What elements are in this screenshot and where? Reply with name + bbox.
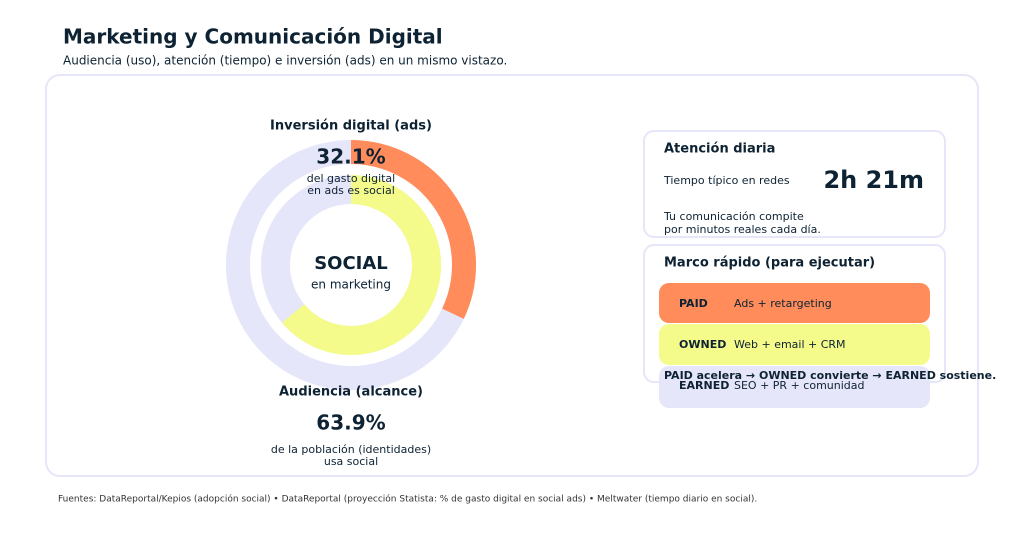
card-title: Marco rápido (para ejecutar) bbox=[664, 256, 875, 271]
pill-tag: PAID bbox=[679, 297, 708, 310]
pill bbox=[659, 366, 930, 408]
caption: en ads es social bbox=[307, 184, 395, 197]
pill bbox=[659, 283, 930, 323]
attention-label: Tiempo típico en redes bbox=[663, 174, 790, 187]
series-name: Inversión digital (ads) bbox=[270, 119, 432, 134]
attention-note: por minutos reales cada día. bbox=[664, 223, 821, 236]
ring-arc bbox=[282, 175, 441, 355]
donut bbox=[226, 140, 476, 390]
value-label: 32.1% bbox=[316, 145, 385, 169]
pill-tag: EARNED bbox=[679, 379, 729, 392]
center-label: SOCIAL bbox=[314, 253, 388, 274]
ring-arc bbox=[350, 140, 476, 319]
caption: de la población (identidades) bbox=[271, 443, 431, 456]
pill-text: SEO + PR + comunidad bbox=[734, 379, 865, 392]
pill bbox=[659, 324, 930, 365]
center-sublabel: en marketing bbox=[311, 278, 391, 292]
subtitle: Audiencia (uso), atención (tiempo) e inv… bbox=[63, 54, 507, 68]
pill-text: Web + email + CRM bbox=[734, 338, 846, 351]
pill-text: Ads + retargeting bbox=[734, 297, 832, 310]
card-title: Atención diaria bbox=[664, 142, 775, 157]
attention-value: 2h 21m bbox=[823, 166, 924, 194]
attention-card bbox=[643, 130, 946, 238]
framework-summary: PAID acelera → OWNED convierte → EARNED … bbox=[664, 369, 996, 382]
pill-tag: OWNED bbox=[679, 338, 726, 351]
value-label: 63.9% bbox=[316, 411, 385, 435]
title: Marketing y Comunicación Digital bbox=[63, 25, 443, 49]
series-name: Audiencia (alcance) bbox=[279, 385, 423, 400]
caption: usa social bbox=[324, 455, 378, 468]
footer: Fuentes: DataReportal/Kepios (adopción s… bbox=[58, 494, 757, 505]
caption: del gasto digital bbox=[307, 172, 395, 185]
attention-note: Tu comunicación compite bbox=[663, 210, 804, 223]
